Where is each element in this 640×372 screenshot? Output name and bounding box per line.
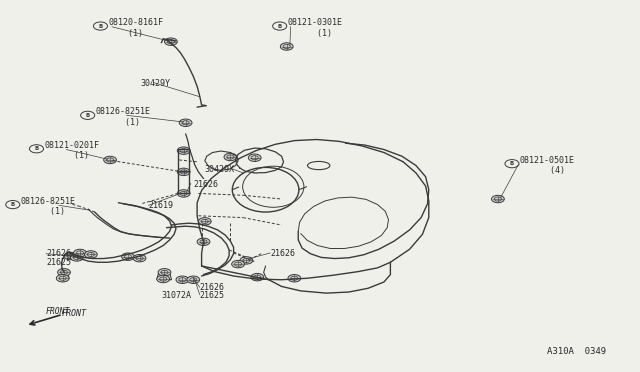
Text: B: B [278, 23, 282, 29]
Circle shape [224, 153, 237, 161]
Text: FRONT: FRONT [46, 307, 70, 316]
Circle shape [164, 38, 177, 45]
Circle shape [251, 273, 264, 281]
Text: FRONT: FRONT [61, 309, 86, 318]
Circle shape [177, 168, 190, 176]
Circle shape [64, 252, 77, 260]
Circle shape [177, 147, 190, 154]
Circle shape [157, 275, 170, 283]
Text: 21626: 21626 [270, 249, 295, 258]
Circle shape [232, 260, 244, 268]
Circle shape [492, 195, 504, 203]
Circle shape [133, 254, 146, 262]
Text: B: B [99, 23, 102, 29]
Circle shape [74, 249, 86, 257]
Circle shape [122, 253, 134, 260]
Text: 30429X: 30429X [204, 165, 234, 174]
Circle shape [104, 156, 116, 164]
Circle shape [70, 254, 83, 261]
Circle shape [158, 269, 171, 276]
Text: 21626: 21626 [46, 249, 71, 258]
Text: 31072A: 31072A [161, 291, 191, 300]
Circle shape [187, 276, 200, 283]
Circle shape [179, 119, 192, 126]
Text: B: B [35, 146, 38, 151]
Text: 21625: 21625 [46, 258, 71, 267]
Text: 08121-0501E
      (4): 08121-0501E (4) [520, 156, 575, 175]
Text: B: B [11, 202, 15, 207]
Circle shape [58, 269, 70, 276]
Text: 08120-8161F
    (1): 08120-8161F (1) [108, 18, 163, 38]
Text: 21626: 21626 [200, 283, 225, 292]
Circle shape [240, 257, 253, 264]
Circle shape [177, 190, 190, 197]
Text: 21625: 21625 [200, 291, 225, 300]
Text: 21626: 21626 [193, 180, 218, 189]
Text: B: B [86, 113, 90, 118]
Circle shape [176, 276, 189, 283]
Circle shape [56, 275, 69, 282]
Circle shape [288, 275, 301, 282]
Circle shape [248, 154, 261, 161]
Text: 21619: 21619 [148, 201, 173, 210]
Text: B: B [510, 161, 514, 166]
Text: 08121-0301E
      (1): 08121-0301E (1) [287, 18, 342, 38]
Circle shape [280, 43, 293, 50]
Circle shape [198, 218, 211, 225]
Circle shape [197, 238, 210, 246]
Text: A310A  0349: A310A 0349 [547, 347, 606, 356]
Text: 08126-8251E
      (1): 08126-8251E (1) [20, 197, 76, 216]
Circle shape [84, 251, 97, 258]
Text: 08126-8251E
      (1): 08126-8251E (1) [95, 108, 150, 127]
Text: 08121-0201F
      (1): 08121-0201F (1) [44, 141, 99, 160]
Text: 30429Y: 30429Y [140, 79, 170, 88]
